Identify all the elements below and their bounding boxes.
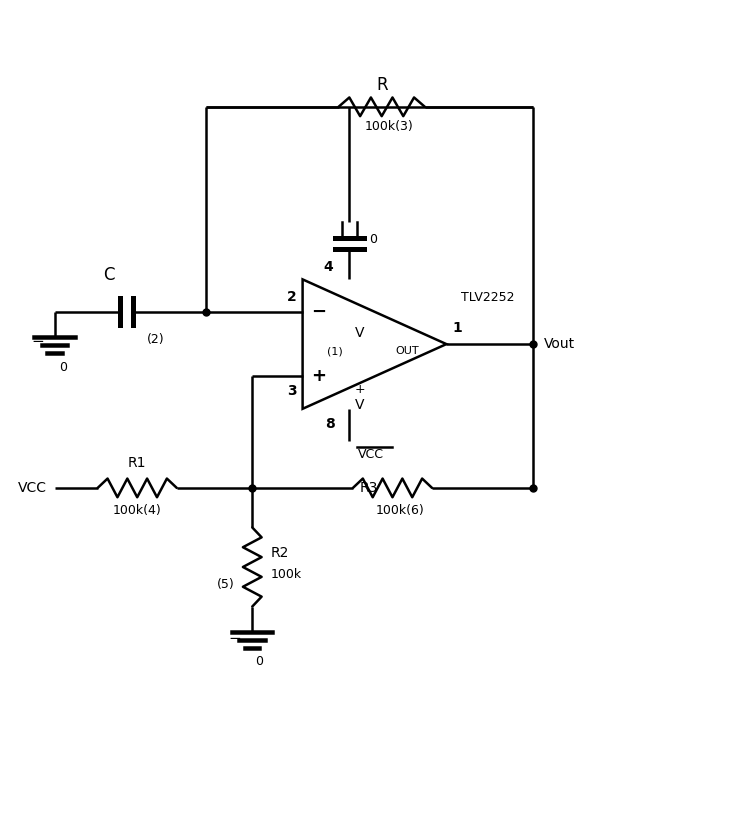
Text: (5): (5) bbox=[216, 578, 234, 592]
Text: VCC: VCC bbox=[358, 448, 384, 462]
Text: −: − bbox=[311, 303, 326, 321]
Text: +: + bbox=[311, 368, 326, 385]
Text: 0: 0 bbox=[369, 233, 377, 246]
Text: R1: R1 bbox=[128, 456, 147, 470]
Text: −: − bbox=[228, 631, 241, 646]
Text: 2: 2 bbox=[287, 290, 297, 305]
Text: 0: 0 bbox=[255, 655, 264, 668]
Text: 8: 8 bbox=[325, 418, 335, 432]
Text: 100k(6): 100k(6) bbox=[375, 503, 424, 517]
Text: Vout: Vout bbox=[544, 337, 574, 351]
Text: V: V bbox=[355, 326, 365, 340]
Text: OUT: OUT bbox=[395, 346, 419, 356]
Text: −: − bbox=[31, 334, 43, 349]
Text: 4: 4 bbox=[324, 260, 333, 274]
Text: +: + bbox=[355, 383, 366, 396]
Text: 100k: 100k bbox=[270, 567, 301, 581]
Text: 0: 0 bbox=[59, 360, 67, 374]
Text: 100k(3): 100k(3) bbox=[365, 120, 413, 133]
Text: 1: 1 bbox=[452, 321, 462, 335]
Text: 3: 3 bbox=[287, 384, 297, 398]
Text: C: C bbox=[103, 266, 114, 285]
Text: V: V bbox=[355, 399, 365, 412]
Text: R3: R3 bbox=[360, 481, 378, 495]
Text: R: R bbox=[376, 76, 387, 94]
Text: (2): (2) bbox=[146, 334, 164, 346]
Text: (1): (1) bbox=[327, 346, 343, 356]
Text: TLV2252: TLV2252 bbox=[461, 291, 515, 304]
Text: VCC: VCC bbox=[18, 481, 47, 495]
Text: R2: R2 bbox=[270, 546, 288, 560]
Text: 100k(4): 100k(4) bbox=[113, 503, 162, 517]
